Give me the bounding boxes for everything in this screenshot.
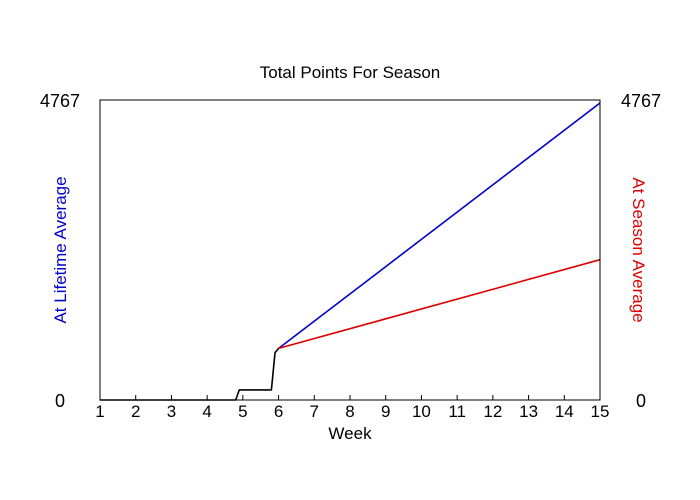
x-tick-label-6: 6: [274, 402, 283, 421]
x-axis-ticks: 1 2 3 4 5 6 7 8 9 10 11 12 13 14 15: [95, 395, 609, 421]
right-y-max-label: 4767: [621, 91, 661, 111]
x-tick-label-3: 3: [167, 402, 176, 421]
series-line-season: [278, 258, 601, 350]
x-tick-label-14: 14: [555, 402, 574, 421]
x-tick-label-9: 9: [381, 402, 390, 421]
x-tick-label-4: 4: [202, 402, 211, 421]
left-y-min-label: 0: [55, 391, 65, 411]
x-tick-label-12: 12: [483, 402, 502, 421]
left-y-axis-label: At Lifetime Average: [51, 176, 70, 323]
left-y-max-label: 4767: [40, 91, 80, 111]
x-tick-label-7: 7: [310, 402, 319, 421]
x-tick-label-13: 13: [519, 402, 538, 421]
x-tick-label-15: 15: [591, 402, 610, 421]
chart-title: Total Points For Season: [260, 63, 440, 82]
x-tick-label-2: 2: [131, 402, 140, 421]
x-axis-label: Week: [328, 424, 372, 443]
right-y-min-label: 0: [636, 391, 646, 411]
right-y-axis-label: At Season Average: [629, 177, 648, 322]
x-tick-label-8: 8: [345, 402, 354, 421]
series-line-lifetime: [278, 102, 601, 350]
x-tick-label-11: 11: [448, 402, 466, 421]
x-tick-label-1: 1: [95, 402, 104, 421]
x-tick-label-5: 5: [238, 402, 247, 421]
x-tick-label-10: 10: [412, 402, 431, 421]
